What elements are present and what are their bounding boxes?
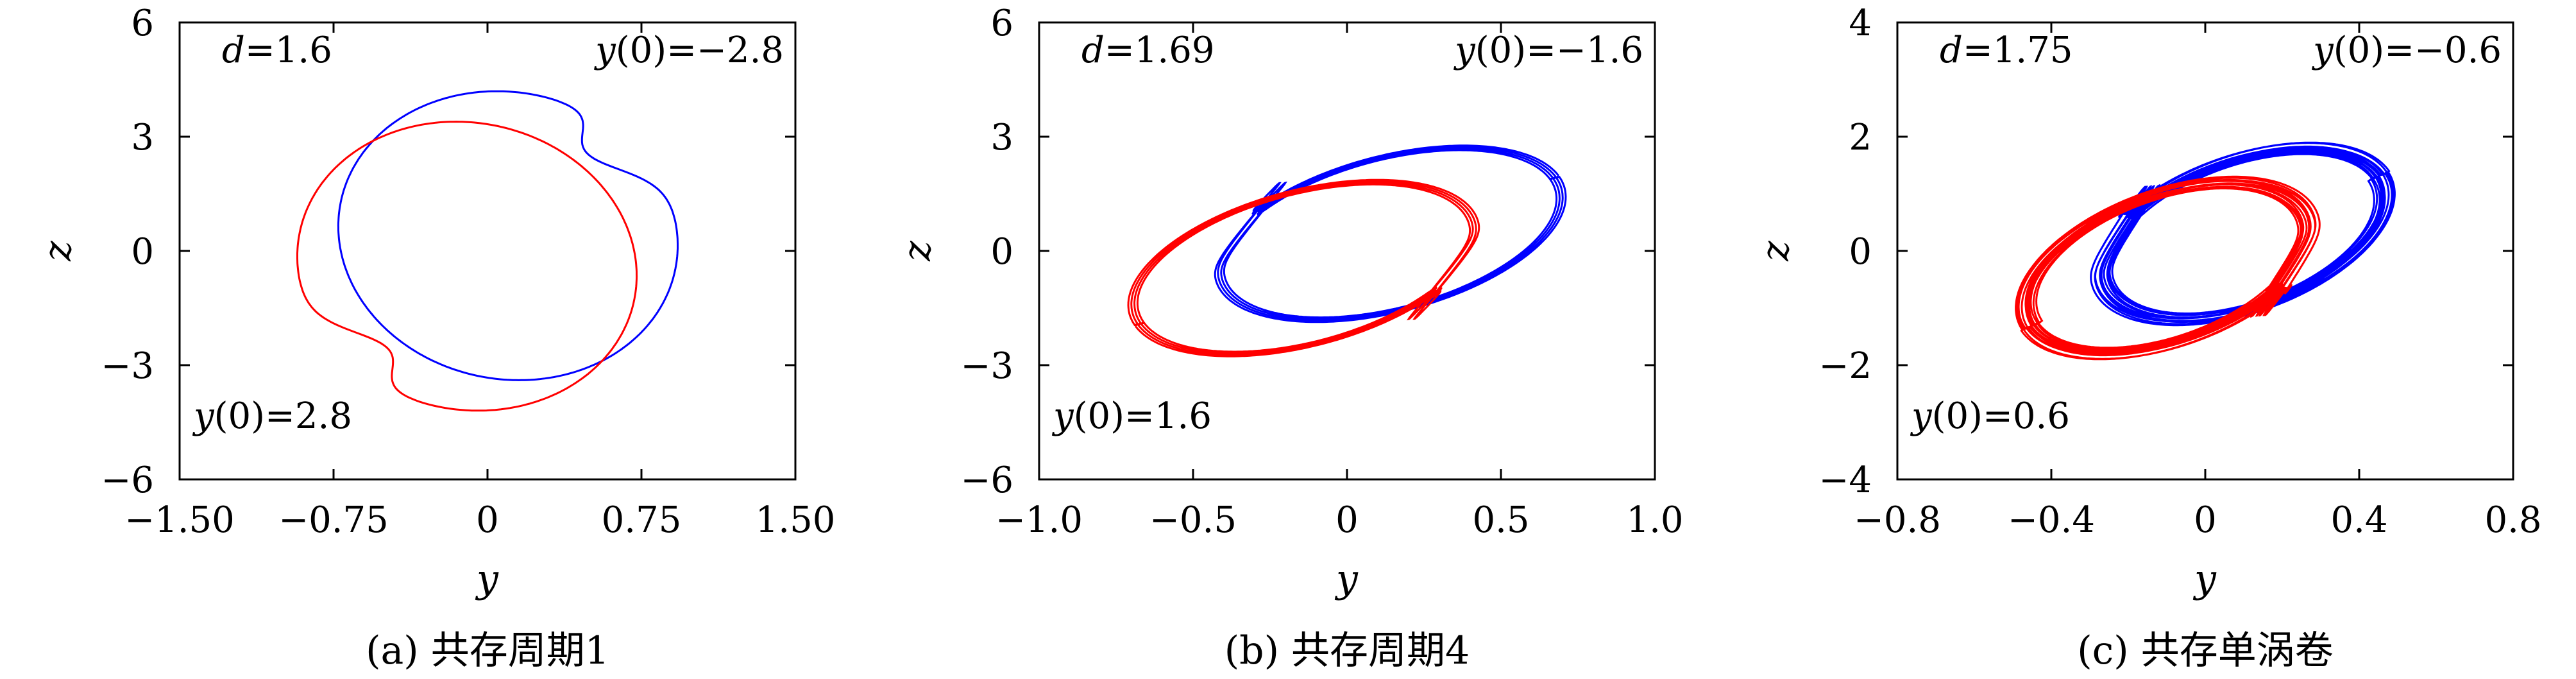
y-tick-label: −6 — [101, 460, 154, 501]
y-tick-label: −4 — [1818, 460, 1872, 501]
ic-annotation-blue: y(0)=−2.8 — [593, 30, 784, 71]
x-tick-label: 1.0 — [1626, 499, 1683, 541]
ic-annotation-red: y(0)=0.6 — [1910, 395, 2070, 437]
y-tick-label: −6 — [960, 460, 1013, 501]
x-tick-label: −0.8 — [1854, 499, 1941, 541]
x-tick-label: −0.4 — [2008, 499, 2095, 541]
series-line-blue — [337, 90, 679, 381]
y-axis-label: z — [35, 241, 80, 262]
x-tick-label: −1.0 — [996, 499, 1083, 541]
ic-annotation-blue: y(0)=−0.6 — [2311, 30, 2502, 71]
y-axis-label: z — [1753, 241, 1798, 262]
y-tick-label: 4 — [1849, 3, 1872, 44]
plot-area — [296, 90, 679, 412]
ic-annotation-red: y(0)=2.8 — [192, 395, 352, 437]
y-tick-label: −3 — [101, 345, 154, 387]
y-axis-label: z — [895, 241, 940, 262]
plot-area — [1127, 144, 1567, 357]
panel-caption: (c) 共存单涡卷 — [2077, 628, 2334, 673]
panel-1: −1.50 −0.75 0 0.75 1.50 −6 −3 0 3 6 y z d=1.6 y(0)=−2… — [35, 3, 835, 673]
x-tick-label: −1.50 — [124, 499, 235, 541]
x-tick-label: 0 — [1335, 499, 1359, 541]
x-tick-label: 0 — [2194, 499, 2217, 541]
y-tick-label: 3 — [131, 117, 154, 159]
x-tick-label: 0.4 — [2330, 499, 2387, 541]
y-tick-label: 3 — [990, 117, 1013, 159]
x-tick-label: 0 — [476, 499, 499, 541]
y-tick-label: 0 — [131, 231, 154, 273]
panel-caption: (b) 共存周期4 — [1224, 628, 1470, 673]
panel-2: −1.0 −0.5 0 0.5 1.0 −6 −3 0 3 6 y z d=1.69 y(0)=−1.6 y… — [895, 3, 1684, 673]
x-tick-label: 0.5 — [1472, 499, 1529, 541]
y-tick-label: 0 — [1849, 231, 1872, 273]
y-tick-label: −2 — [1818, 345, 1872, 387]
x-tick-label: 0.75 — [602, 499, 682, 541]
series-line-red — [1127, 178, 1480, 357]
x-tick-label: 1.50 — [756, 499, 836, 541]
ic-annotation-red: y(0)=1.6 — [1051, 395, 1212, 437]
y-tick-label: 2 — [1849, 117, 1872, 159]
x-axis-label: y — [475, 556, 499, 601]
series-line-blue — [1214, 144, 1567, 323]
y-tick-label: 0 — [990, 231, 1013, 273]
plot-area — [2015, 141, 2396, 361]
param-annotation: d=1.6 — [222, 30, 332, 71]
ic-annotation-blue: y(0)=−1.6 — [1453, 30, 1643, 71]
series-line-blue — [2090, 141, 2396, 327]
param-annotation: d=1.69 — [1081, 30, 1214, 71]
x-axis-label: y — [1334, 556, 1359, 601]
x-tick-label: 0.8 — [2484, 499, 2541, 541]
panel-3: −0.8 −0.4 0 0.4 0.8 −4 −2 0 2 4 y z d=1.75 y(0)=−0.6 y… — [1753, 3, 2542, 673]
y-tick-label: 6 — [131, 3, 154, 44]
y-tick-label: 6 — [990, 3, 1013, 44]
series-line-red — [2015, 175, 2321, 361]
x-tick-label: −0.75 — [278, 499, 389, 541]
series-line-red — [296, 121, 638, 412]
panel-caption: (a) 共存周期1 — [366, 628, 609, 673]
y-tick-label: −3 — [960, 345, 1013, 387]
param-annotation: d=1.75 — [1940, 30, 2072, 71]
x-axis-label: y — [2192, 556, 2217, 601]
x-tick-label: −0.5 — [1149, 499, 1237, 541]
